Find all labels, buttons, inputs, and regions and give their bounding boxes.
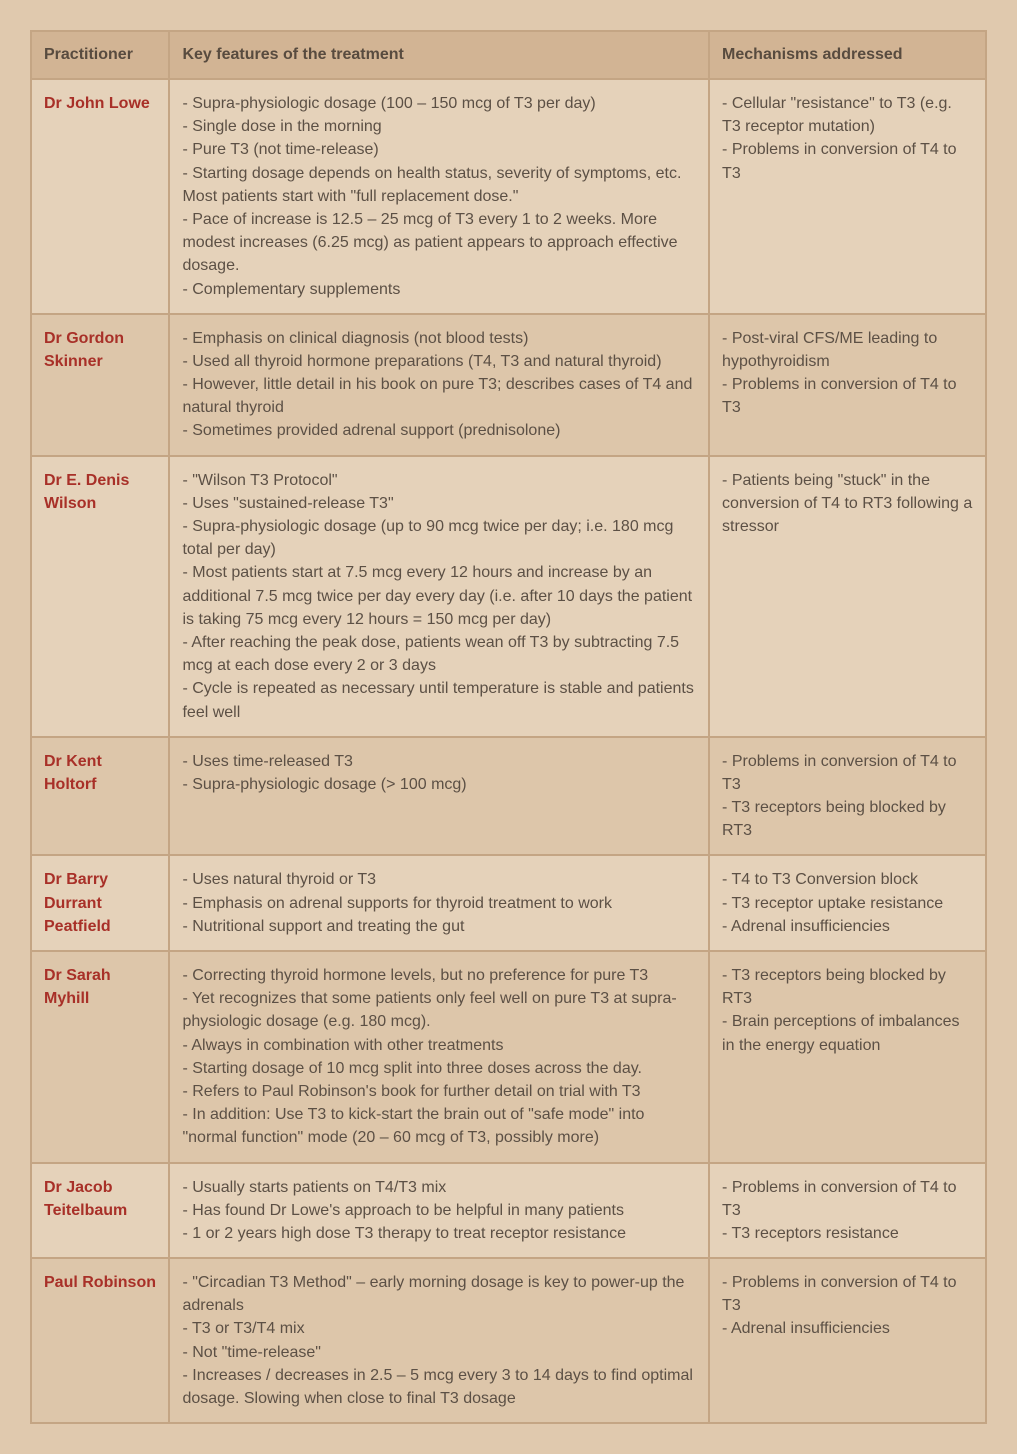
practitioner-cell: Dr Gordon Skinner	[31, 314, 169, 456]
table-header-row: Practitioner Key features of the treatme…	[31, 31, 986, 79]
table-row: Dr Gordon Skinner- Emphasis on clinical …	[31, 314, 986, 456]
features-cell: - Supra-physiologic dosage (100 – 150 mc…	[169, 79, 709, 314]
mechanisms-cell: - Patients being "stuck" in the conversi…	[709, 456, 986, 737]
table-row: Dr E. Denis Wilson- "Wilson T3 Protocol"…	[31, 456, 986, 737]
table-row: Dr John Lowe- Supra-physiologic dosage (…	[31, 79, 986, 314]
treatment-comparison-table: Practitioner Key features of the treatme…	[30, 30, 987, 1424]
table-row: Paul Robinson- "Circadian T3 Method" – e…	[31, 1258, 986, 1423]
practitioner-cell: Dr John Lowe	[31, 79, 169, 314]
mechanisms-cell: - Problems in conversion of T4 to T3 - A…	[709, 1258, 986, 1423]
features-cell: - Emphasis on clinical diagnosis (not bl…	[169, 314, 709, 456]
features-cell: - Uses natural thyroid or T3 - Emphasis …	[169, 855, 709, 951]
features-cell: - Usually starts patients on T4/T3 mix -…	[169, 1163, 709, 1259]
mechanisms-cell: - Problems in conversion of T4 to T3 - T…	[709, 1163, 986, 1259]
table-body: Dr John Lowe- Supra-physiologic dosage (…	[31, 79, 986, 1423]
practitioner-cell: Paul Robinson	[31, 1258, 169, 1423]
header-practitioner: Practitioner	[31, 31, 169, 79]
table-row: Dr Sarah Myhill- Correcting thyroid horm…	[31, 951, 986, 1163]
header-features: Key features of the treatment	[169, 31, 709, 79]
table-row: Dr Barry Durrant Peatfield- Uses natural…	[31, 855, 986, 951]
features-cell: - Correcting thyroid hormone levels, but…	[169, 951, 709, 1163]
mechanisms-cell: - T3 receptors being blocked by RT3 - Br…	[709, 951, 986, 1163]
mechanisms-cell: - Problems in conversion of T4 to T3 - T…	[709, 737, 986, 856]
features-cell: - Uses time-released T3 - Supra-physiolo…	[169, 737, 709, 856]
features-cell: - "Wilson T3 Protocol" - Uses "sustained…	[169, 456, 709, 737]
practitioner-cell: Dr Barry Durrant Peatfield	[31, 855, 169, 951]
practitioner-cell: Dr E. Denis Wilson	[31, 456, 169, 737]
mechanisms-cell: - T4 to T3 Conversion block - T3 recepto…	[709, 855, 986, 951]
features-cell: - "Circadian T3 Method" – early morning …	[169, 1258, 709, 1423]
practitioner-cell: Dr Jacob Teitelbaum	[31, 1163, 169, 1259]
practitioner-cell: Dr Kent Holtorf	[31, 737, 169, 856]
header-mechanisms: Mechanisms addressed	[709, 31, 986, 79]
practitioner-cell: Dr Sarah Myhill	[31, 951, 169, 1163]
table-row: Dr Kent Holtorf- Uses time-released T3 -…	[31, 737, 986, 856]
mechanisms-cell: - Post-viral CFS/ME leading to hypothyro…	[709, 314, 986, 456]
mechanisms-cell: - Cellular "resistance" to T3 (e.g. T3 r…	[709, 79, 986, 314]
table-row: Dr Jacob Teitelbaum- Usually starts pati…	[31, 1163, 986, 1259]
